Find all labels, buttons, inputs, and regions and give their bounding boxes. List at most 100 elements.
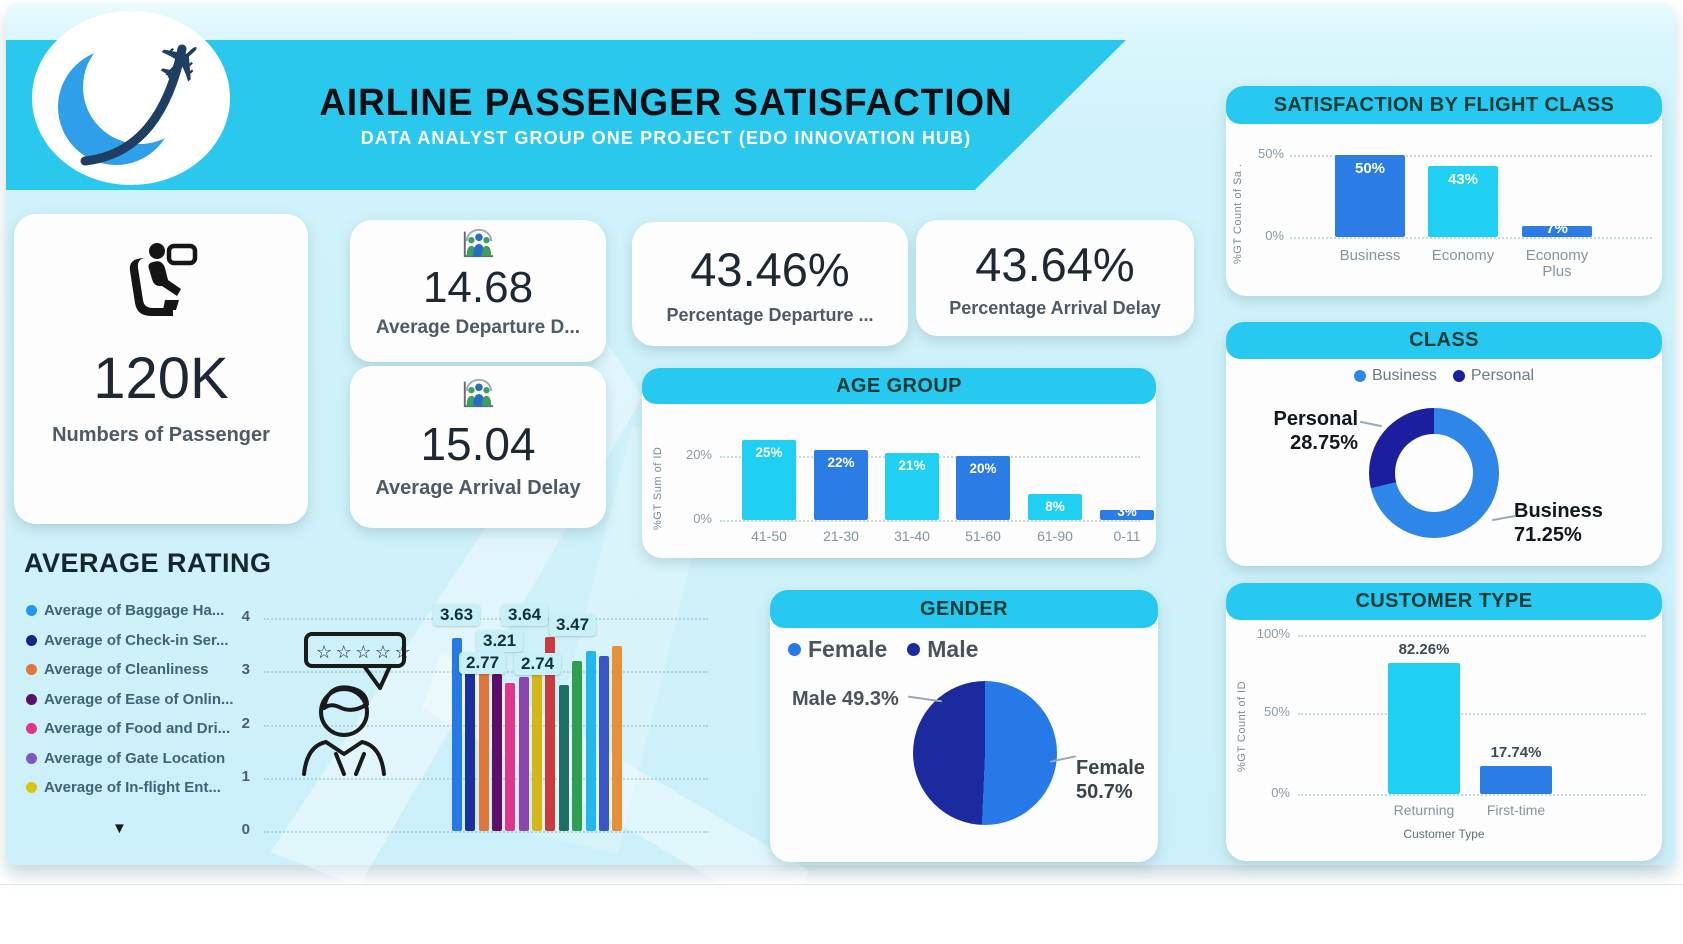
legend-item-female[interactable]: Female [788,636,887,663]
kpi-card-pct-arrival-delay[interactable]: 43.64% Percentage Arrival Delay [916,220,1194,336]
bar-value-label: 50% [1354,160,1386,177]
kpi-value: 120K [93,346,229,411]
bar-61-90[interactable] [1028,494,1082,520]
boarding-group-icon [456,376,500,415]
rating-bar-9[interactable] [558,685,569,831]
gridline [720,520,1140,522]
y-tick-label: 2 [241,714,250,732]
legend-dot [26,605,37,616]
panel-title: CUSTOMER TYPE [1226,583,1662,620]
legend-item[interactable]: Average of Gate Location [26,750,225,767]
kpi-card-avg-departure-delay[interactable]: 14.68 Average Departure D... [350,220,606,362]
bar-economy[interactable] [1428,166,1498,237]
average-rating-section: AVERAGE RATING Average of Baggage Ha... A… [0,540,770,870]
bar-economy-plus[interactable] [1522,226,1592,237]
callout-line [1492,514,1516,522]
kpi-label: Percentage Departure ... [666,305,874,325]
class-donut-chart: Business Personal Personal 28.75% Business 71… [1226,359,1662,566]
gender-legend: Female Male [788,636,978,663]
female-label: Female 50.7% [1076,756,1166,804]
legend-item[interactable]: Average of Baggage Ha... [26,602,224,619]
kpi-card-passengers[interactable]: 120K Numbers of Passenger [14,214,308,524]
gridline [1298,794,1646,796]
y-tick-label: 50% [1257,146,1284,161]
y-tick-label: 1 [241,767,250,785]
bar-first-time[interactable] [1480,766,1552,794]
slice-label: Female [1076,757,1145,779]
gridline [1290,237,1652,239]
bar-31-40[interactable] [885,453,939,520]
bar-41-50[interactable] [742,440,796,520]
legend-item-male[interactable]: Male [907,636,978,663]
slice-value: 28.75% [1290,432,1358,454]
bar-51-60[interactable] [956,456,1010,520]
rating-bar-6[interactable] [518,677,529,831]
bar-value-label: 21% [898,458,926,473]
bar-returning[interactable] [1388,663,1460,794]
kpi-value: 43.64% [975,238,1135,291]
data-label-callout: 3.63 [433,604,481,626]
legend-label: Personal [1470,367,1535,384]
x-category-label: 21-30 [823,528,859,544]
legend-dot [26,693,37,705]
flight-class-chart: %GT Count of Sa . 50% 0% 50% Business 43% Econ… [1226,124,1662,296]
bar-business[interactable] [1335,155,1405,237]
x-category-label: First-time [1486,802,1546,818]
bar-21-30[interactable] [814,450,868,520]
panel-customer-type: CUSTOMER TYPE %GT Count of ID 100% 50% 0% 82… [1226,583,1662,861]
x-category-label: Returning [1393,802,1455,818]
legend-item[interactable]: Average of Ease of Onlin... [26,691,234,708]
callout-line [1360,420,1382,428]
legend-item[interactable]: Average of In-flight Ent... [26,779,221,796]
kpi-card-avg-arrival-delay[interactable]: 15.04 Average Arrival Delay [350,366,606,528]
legend-item-personal[interactable]: Personal [1452,367,1535,385]
panel-class: CLASS Business Personal Personal 28.75% Busi… [1226,322,1662,566]
y-tick-label: 0% [693,511,712,526]
gridline [1298,635,1646,637]
legend-dot [26,723,37,734]
bar-value-label: 3% [1117,504,1137,519]
legend-item[interactable]: Average of Cleanliness [26,661,209,678]
legend-item[interactable]: Average of Check-in Ser... [26,632,229,649]
legend-label: Average of Gate Location [44,749,226,767]
x-category-label: 51-60 [965,528,1001,544]
legend-dot [907,643,921,656]
rating-bar-1[interactable] [452,638,462,831]
bar-0-11[interactable] [1100,510,1154,520]
rating-bar-3[interactable] [478,661,489,831]
y-tick-label: 0% [1271,785,1290,800]
rating-bar-8[interactable] [545,637,556,831]
customer-type-chart: %GT Count of ID 100% 50% 0% 82.26% Returning 1… [1226,620,1662,861]
legend-item[interactable]: Average of Food and Dri... [26,720,230,737]
rating-bar-12[interactable] [598,656,609,831]
gender-pie-chart: Female Male Male 49.3% Female 50.7% [770,628,1158,862]
x-category-label: 61-90 [1037,528,1073,544]
kpi-card-pct-departure-delay[interactable]: 43.46% Percentage Departure ... [632,222,908,346]
class-donut[interactable] [1369,408,1499,538]
x-category-label: 41-50 [751,528,787,544]
dashboard-subtitle: DATA ANALYST GROUP ONE PROJECT (EDO INNO… [360,128,972,148]
rating-bar-10[interactable] [572,661,583,831]
data-label-callout: 2.74 [514,653,562,675]
legend-expand-arrow[interactable]: ▼ [112,820,127,837]
x-category-label: 0-11 [1113,528,1141,544]
kpi-label: Average Departure D... [375,317,581,338]
legend-item-business[interactable]: Business [1353,367,1437,385]
y-tick-label: 50% [1263,704,1290,719]
legend-label: Average of Ease of Onlin... [44,690,234,708]
legend-label: Average of Cleanliness [44,661,209,678]
rating-bar-2[interactable] [465,660,476,831]
kpi-value: 14.68 [422,263,534,312]
y-tick-label: 0% [1265,228,1284,243]
business-label: Business 71.25% [1514,499,1634,547]
gender-pie[interactable] [913,681,1057,825]
rating-bar-5[interactable] [505,683,516,831]
rating-bar-4[interactable] [492,674,503,831]
rating-bar-11[interactable] [585,651,596,831]
x-category-label: Business [1339,247,1401,264]
gridline [264,618,708,620]
rating-bar-13[interactable] [612,646,623,831]
rating-bar-7[interactable] [532,655,543,831]
airline-logo: ✈ [30,9,235,187]
legend-label: Average of Food and Dri... [44,720,231,737]
